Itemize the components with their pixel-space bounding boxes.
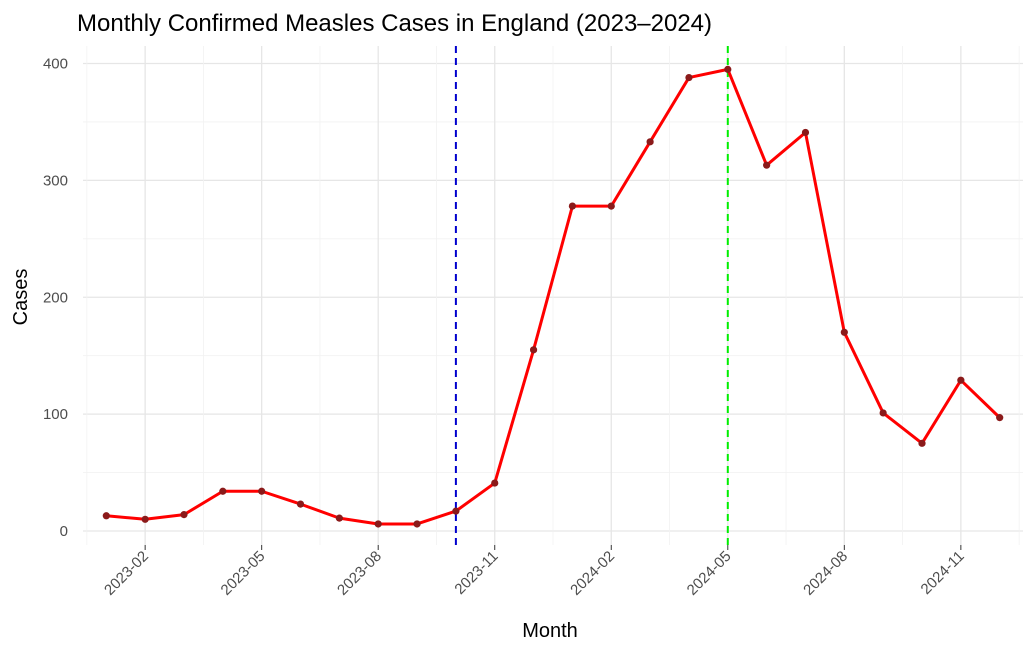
x-axis-ticks: 2023-02 2023-05 2023-08 2023-11 2024-02 2024-… [101,545,968,599]
data-point [219,487,227,495]
data-point [452,507,460,515]
y-tick-label: 0 [60,523,68,540]
chart-title: Monthly Confirmed Measles Cases in Engla… [77,10,712,37]
x-tick-label: 2024-02 [567,548,618,599]
data-point [685,73,693,82]
data-point [607,202,615,210]
data-point [879,409,887,417]
data-point [996,414,1004,422]
data-point [646,138,654,146]
x-tick-label: 2023-05 [218,548,269,599]
y-tick-label: 200 [43,289,68,306]
series-line [104,67,1002,526]
x-tick-label: 2024-08 [800,548,851,599]
data-point [957,376,965,384]
data-point [413,520,421,528]
y-tick-label: 100 [43,406,68,423]
data-point [801,128,810,137]
x-tick-label: 2023-11 [451,548,501,598]
x-tick-label: 2024-05 [684,548,735,599]
x-axis-title: Month [522,620,578,642]
data-point [724,65,732,73]
data-point [840,328,848,336]
data-point [180,511,188,519]
data-point [296,500,305,508]
y-tick-label: 400 [43,56,68,73]
series [102,65,1004,528]
data-point [491,479,499,487]
data-point [918,439,926,447]
y-tick-label: 300 [43,172,68,189]
data-point [568,202,577,210]
data-point [374,520,382,528]
data-point [763,161,771,169]
y-axis-title: Cases [10,269,32,326]
x-tick-label: 2024-11 [918,548,968,598]
data-point [102,512,110,520]
data-point [529,346,538,354]
data-point [141,515,149,523]
x-tick-label: 2023-02 [101,548,152,599]
data-point [258,487,266,495]
y-axis-ticks: 0 100 200 300 400 [43,56,68,540]
reference-lines [454,46,729,545]
x-tick-label: 2023-08 [334,548,385,599]
data-point [335,514,343,522]
gridlines [83,46,1023,545]
